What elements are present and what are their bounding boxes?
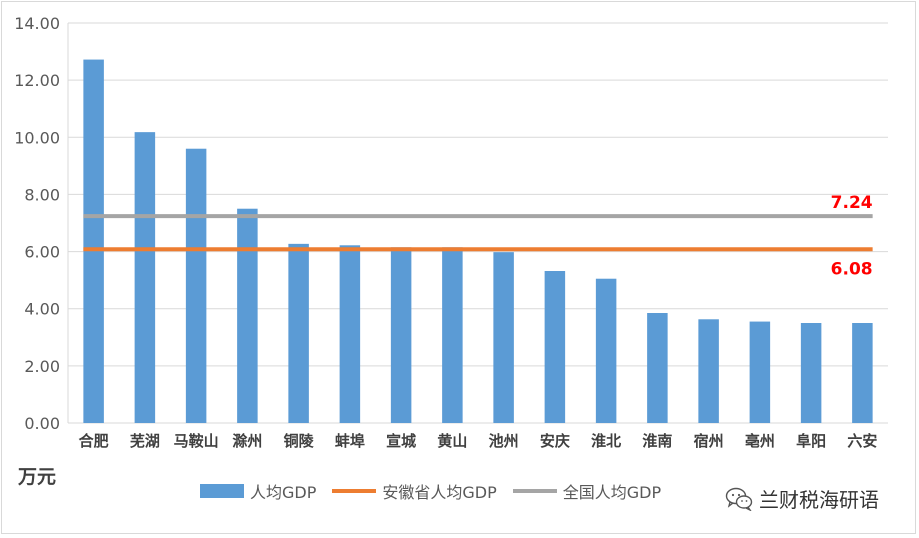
bar [442, 247, 463, 423]
bar [800, 323, 822, 423]
x-tick-label: 铜陵 [284, 432, 315, 450]
bar [749, 321, 771, 423]
x-tick-label: 阜阳 [796, 432, 826, 450]
y-tick-label: 14.00 [14, 14, 60, 33]
bar [185, 148, 207, 423]
bar [288, 243, 309, 423]
bar [83, 59, 104, 423]
bar [647, 313, 668, 423]
x-tick-label: 宣城 [386, 432, 416, 450]
x-tick-label: 马鞍山 [174, 432, 219, 450]
x-tick-label: 蚌埠 [335, 432, 365, 450]
legend-swatch-line [512, 489, 557, 493]
y-axis-unit-label: 万元 [18, 466, 57, 488]
x-tick-label: 合肥 [78, 432, 109, 450]
x-tick-label: 芜湖 [130, 432, 160, 450]
legend-swatch-line [332, 489, 377, 493]
x-tick-label: 六安 [847, 432, 877, 450]
x-tick-label: 淮南 [642, 432, 672, 450]
bar [493, 252, 514, 423]
y-tick-label: 6.00 [24, 243, 60, 262]
y-tick-label: 0.00 [24, 414, 60, 433]
wechat-icon [725, 487, 753, 511]
bar [595, 278, 617, 423]
legend-item-bar: 人均GDP [200, 479, 316, 503]
bar [237, 208, 258, 423]
legend-item-national-line: 全国人均GDP [512, 479, 662, 503]
x-tick-labels: 合肥 芜湖 马鞍山 滁州 铜陵 蚌埠 宣城 黄山 池州 安庆 淮北 淮南 宿州 亳州 阜阳 六安 [78, 432, 878, 450]
y-tick-label: 8.00 [24, 185, 60, 204]
bar [698, 319, 719, 423]
y-tick-label: 12.00 [14, 71, 60, 90]
legend-label: 人均GDP [250, 483, 317, 502]
bar [852, 323, 873, 423]
bars [83, 59, 873, 423]
bar [390, 247, 412, 423]
x-tick-label: 黄山 [437, 432, 467, 450]
legend-label: 全国人均GDP [562, 483, 662, 502]
watermark: 兰财税海研语 [725, 484, 879, 513]
reference-lines [83, 214, 873, 252]
y-tick-label: 2.00 [24, 357, 60, 376]
line-value-labels: 6.08 7.24 [831, 193, 873, 279]
x-tick-label: 淮北 [591, 432, 621, 450]
line-value-label: 6.08 [831, 259, 873, 279]
bar [134, 132, 156, 423]
y-tick-labels: 0.00 2.00 4.00 6.00 8.00 10.00 12.00 14.00 [14, 14, 60, 433]
x-tick-label: 安庆 [540, 432, 570, 450]
bar [339, 245, 361, 423]
line-value-label: 7.24 [831, 193, 873, 213]
legend-item-province-line: 安徽省人均GDP [332, 479, 497, 503]
x-tick-label: 滁州 [232, 432, 262, 450]
y-tick-label: 10.00 [14, 128, 60, 147]
legend-swatch-bar [200, 484, 244, 498]
y-tick-label: 4.00 [24, 300, 60, 319]
x-tick-label: 池州 [489, 432, 519, 450]
watermark-text: 兰财税海研语 [759, 488, 879, 512]
x-tick-label: 宿州 [694, 432, 724, 450]
x-tick-label: 亳州 [745, 432, 775, 450]
bar [544, 271, 566, 423]
legend: 人均GDP 安徽省人均GDP 全国人均GDP [200, 480, 677, 502]
legend-label: 安徽省人均GDP [382, 483, 497, 502]
